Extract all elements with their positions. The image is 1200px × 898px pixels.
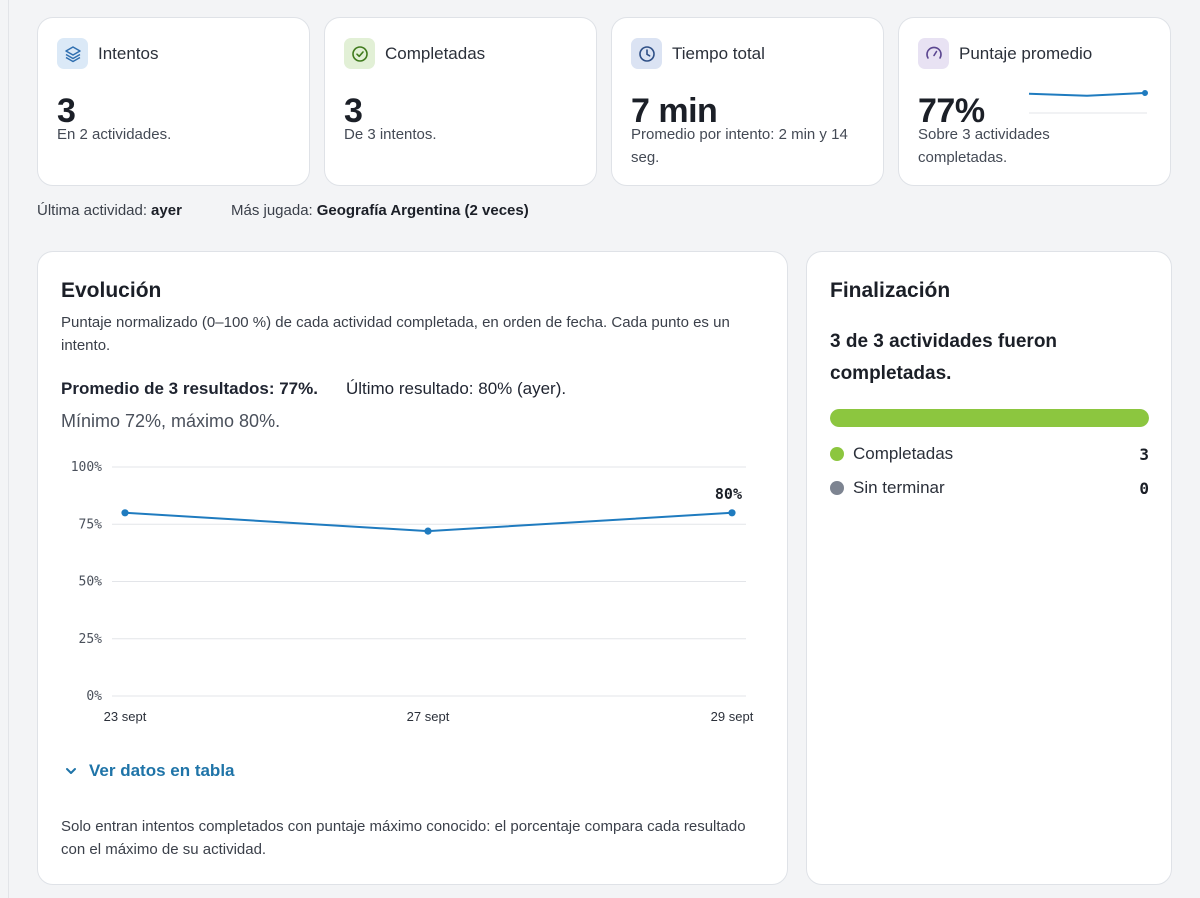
legend-label: Completadas xyxy=(853,444,954,463)
finalization-title: Finalización xyxy=(830,279,951,302)
sparkline-line xyxy=(1028,92,1146,97)
stat-description: Promedio por intento: 2 min y 14 seg. xyxy=(631,126,848,166)
x-tick-label: 27 sept xyxy=(407,709,450,724)
stat-title: Tiempo total xyxy=(672,43,765,63)
view-table-label: Ver datos en tabla xyxy=(89,761,235,780)
stat-card-tiempo-total: Tiempo total 7 min Promedio por intento:… xyxy=(611,17,884,186)
stat-description: Sobre 3 actividades completadas. xyxy=(918,126,1050,166)
stat-value: 3 xyxy=(57,92,76,130)
chevron-down-icon xyxy=(61,761,81,781)
legend-label: Sin terminar xyxy=(853,478,945,497)
stat-description: En 2 actividades. xyxy=(57,126,172,143)
completion-progress-fill xyxy=(830,409,1149,427)
stat-card-completadas: Completadas 3 De 3 intentos. xyxy=(324,17,597,186)
y-tick-label: 0% xyxy=(86,689,102,704)
data-point[interactable] xyxy=(121,509,129,517)
stat-value: 7 min xyxy=(631,92,718,130)
legend-item-sin-terminar: Sin terminar 0 xyxy=(830,478,1149,498)
legend-dot xyxy=(830,447,844,461)
view-table-toggle[interactable]: Ver datos en tabla xyxy=(61,761,235,781)
completion-progress-bar xyxy=(830,409,1149,427)
finalization-card: Finalización 3 de 3 actividades fueron c… xyxy=(806,251,1172,885)
left-divider xyxy=(8,0,9,898)
data-point[interactable] xyxy=(728,509,736,517)
sparkline-point xyxy=(1142,90,1148,96)
y-tick-label: 100% xyxy=(71,460,102,475)
y-tick-label: 25% xyxy=(79,632,103,647)
last-activity-label: Última actividad: xyxy=(37,202,148,219)
legend-item-completadas: Completadas 3 xyxy=(830,444,1149,464)
y-tick-label: 50% xyxy=(79,575,103,590)
score-range: Mínimo 72%, máximo 80%. xyxy=(61,411,281,431)
most-played-label: Más jugada: xyxy=(231,202,313,219)
last-activity-value: ayer xyxy=(151,202,182,219)
evolution-summary: Promedio de 3 resultados: 77%. Último re… xyxy=(61,379,566,399)
finalization-subtitle: 3 de 3 actividades fueron completadas. xyxy=(830,331,1058,384)
evolution-title: Evolución xyxy=(61,279,162,302)
data-point[interactable] xyxy=(424,527,432,535)
last-point-label: 80% xyxy=(715,485,742,503)
legend-count: 3 xyxy=(1139,444,1149,464)
last-result: Último resultado: 80% (ayer). xyxy=(345,379,567,398)
stat-card-puntaje-promedio: Puntaje promedio 77% Sobre 3 actividades… xyxy=(898,17,1171,186)
evolution-line-chart: 100% 75% 50% 25% 0%23 sept 27 sept 29 sept 80% xyxy=(71,460,754,724)
evolution-description: Puntaje normalizado (0–100 %) de cada ac… xyxy=(61,314,730,354)
evolution-card: Evolución Puntaje normalizado (0–100 %) … xyxy=(37,251,788,885)
y-tick-label: 75% xyxy=(79,517,103,532)
clock-icon xyxy=(631,38,662,69)
gauge-icon xyxy=(918,38,949,69)
stat-title: Puntaje promedio xyxy=(959,43,1093,63)
average-result: Promedio de 3 resultados: 77%. xyxy=(61,379,318,398)
layers-icon xyxy=(57,38,88,69)
x-tick-label: 29 sept xyxy=(711,709,754,724)
stat-description: De 3 intentos. xyxy=(344,126,437,143)
check-circle-icon xyxy=(344,38,375,69)
stat-value: 77% xyxy=(918,92,985,130)
stat-card-intentos: Intentos 3 En 2 actividades. xyxy=(37,17,310,186)
score-sparkline xyxy=(1028,90,1148,114)
x-tick-label: 23 sept xyxy=(104,709,147,724)
legend-count: 0 xyxy=(1139,478,1149,498)
stat-title: Intentos xyxy=(98,43,159,63)
stat-title: Completadas xyxy=(385,43,486,63)
stat-value: 3 xyxy=(344,92,363,130)
evolution-footnote: Solo entran intentos completados con pun… xyxy=(61,818,746,858)
most-played-value: Geografía Argentina (2 veces) xyxy=(316,202,529,219)
legend-dot xyxy=(830,481,844,495)
most-played: Más jugada: Geografía Argentina (2 veces) xyxy=(231,202,529,219)
last-activity: Última actividad: ayer xyxy=(37,202,182,219)
